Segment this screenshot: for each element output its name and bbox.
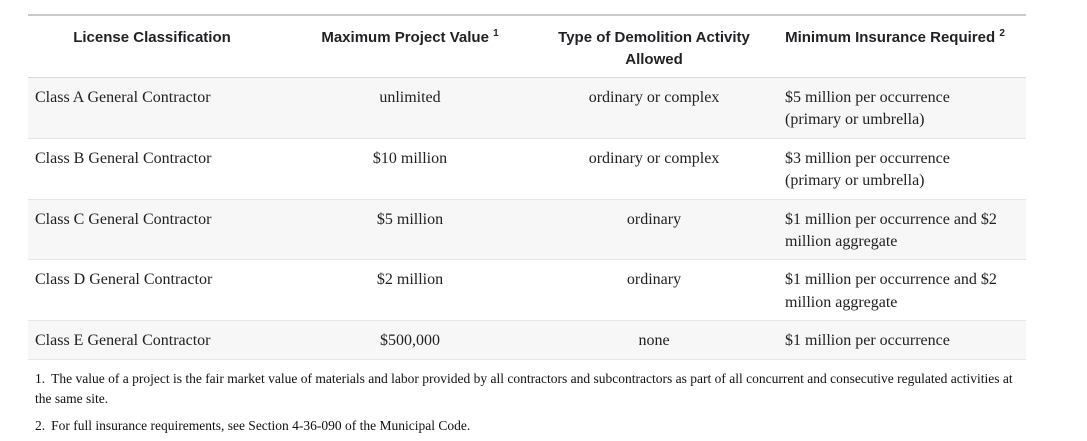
column-header-license: License Classification xyxy=(28,15,276,79)
cell-min-insurance: $1 million per occurrence xyxy=(764,320,1026,360)
column-header-demolition-activity: Type of Demolition Activity Allowed xyxy=(544,15,764,79)
cell-demolition-activity: ordinary or complex xyxy=(544,138,764,200)
table-row: Class D General Contractor $2 million or… xyxy=(28,259,1026,322)
cell-license-classification: Class C General Contractor xyxy=(28,199,276,261)
table-body: Class A General Contractor unlimited ord… xyxy=(28,77,1026,360)
header-row: License Classification Maximum Project V… xyxy=(28,15,1026,79)
cell-license-classification: Class E General Contractor xyxy=(28,320,276,360)
column-header-label: License Classification xyxy=(73,29,231,46)
cell-demolition-activity: ordinary xyxy=(544,259,764,322)
footnote-marker: 2. xyxy=(35,418,46,434)
cell-license-classification: Class D General Contractor xyxy=(28,259,276,322)
cell-max-project-value: $10 million xyxy=(276,138,544,200)
cell-demolition-activity: ordinary xyxy=(544,199,764,261)
cell-license-classification: Class A General Contractor xyxy=(28,77,276,139)
footnote-1-superscript: 1 xyxy=(493,28,499,39)
footnotes-section: 1. The value of a project is the fair mar… xyxy=(35,369,1027,437)
column-header-label: Maximum Project Value xyxy=(321,29,489,46)
license-table-container: License Classification Maximum Project V… xyxy=(28,14,1026,360)
table-row: Class C General Contractor $5 million or… xyxy=(28,199,1026,261)
column-header-label: Minimum Insurance Required xyxy=(785,29,996,46)
column-header-label: Type of Demolition Activity Allowed xyxy=(558,29,750,69)
cell-demolition-activity: ordinary or complex xyxy=(544,77,764,139)
cell-max-project-value: $500,000 xyxy=(276,320,544,360)
cell-min-insurance: $5 million per occurrence (primary or um… xyxy=(764,77,1026,139)
cell-min-insurance: $1 million per occurrence and $2 million… xyxy=(764,199,1026,261)
cell-max-project-value: unlimited xyxy=(276,77,544,139)
footnote-text: For full insurance requirements, see Sec… xyxy=(51,418,471,434)
cell-max-project-value: $5 million xyxy=(276,199,544,261)
cell-demolition-activity: none xyxy=(544,320,764,360)
cell-min-insurance: $3 million per occurrence (primary or um… xyxy=(764,138,1026,200)
table-row: Class A General Contractor unlimited ord… xyxy=(28,77,1026,139)
cell-min-insurance: $1 million per occurrence and $2 million… xyxy=(764,259,1026,322)
cell-max-project-value: $2 million xyxy=(276,259,544,322)
cell-license-classification: Class B General Contractor xyxy=(28,138,276,200)
table-header: License Classification Maximum Project V… xyxy=(28,15,1026,79)
footnote: 2. For full insurance requirements, see S… xyxy=(35,416,1027,436)
footnote: 1. The value of a project is the fair mar… xyxy=(35,369,1027,410)
column-header-max-project-value: Maximum Project Value 1 xyxy=(276,15,544,79)
column-header-min-insurance: Minimum Insurance Required 2 xyxy=(764,15,1026,79)
footnote-2-superscript: 2 xyxy=(999,28,1005,39)
license-classification-table: License Classification Maximum Project V… xyxy=(28,14,1026,360)
table-row: Class B General Contractor $10 million o… xyxy=(28,138,1026,200)
table-row: Class E General Contractor $500,000 none… xyxy=(28,320,1026,360)
footnote-text: The value of a project is the fair marke… xyxy=(35,370,1013,406)
footnote-marker: 1. xyxy=(35,370,46,386)
